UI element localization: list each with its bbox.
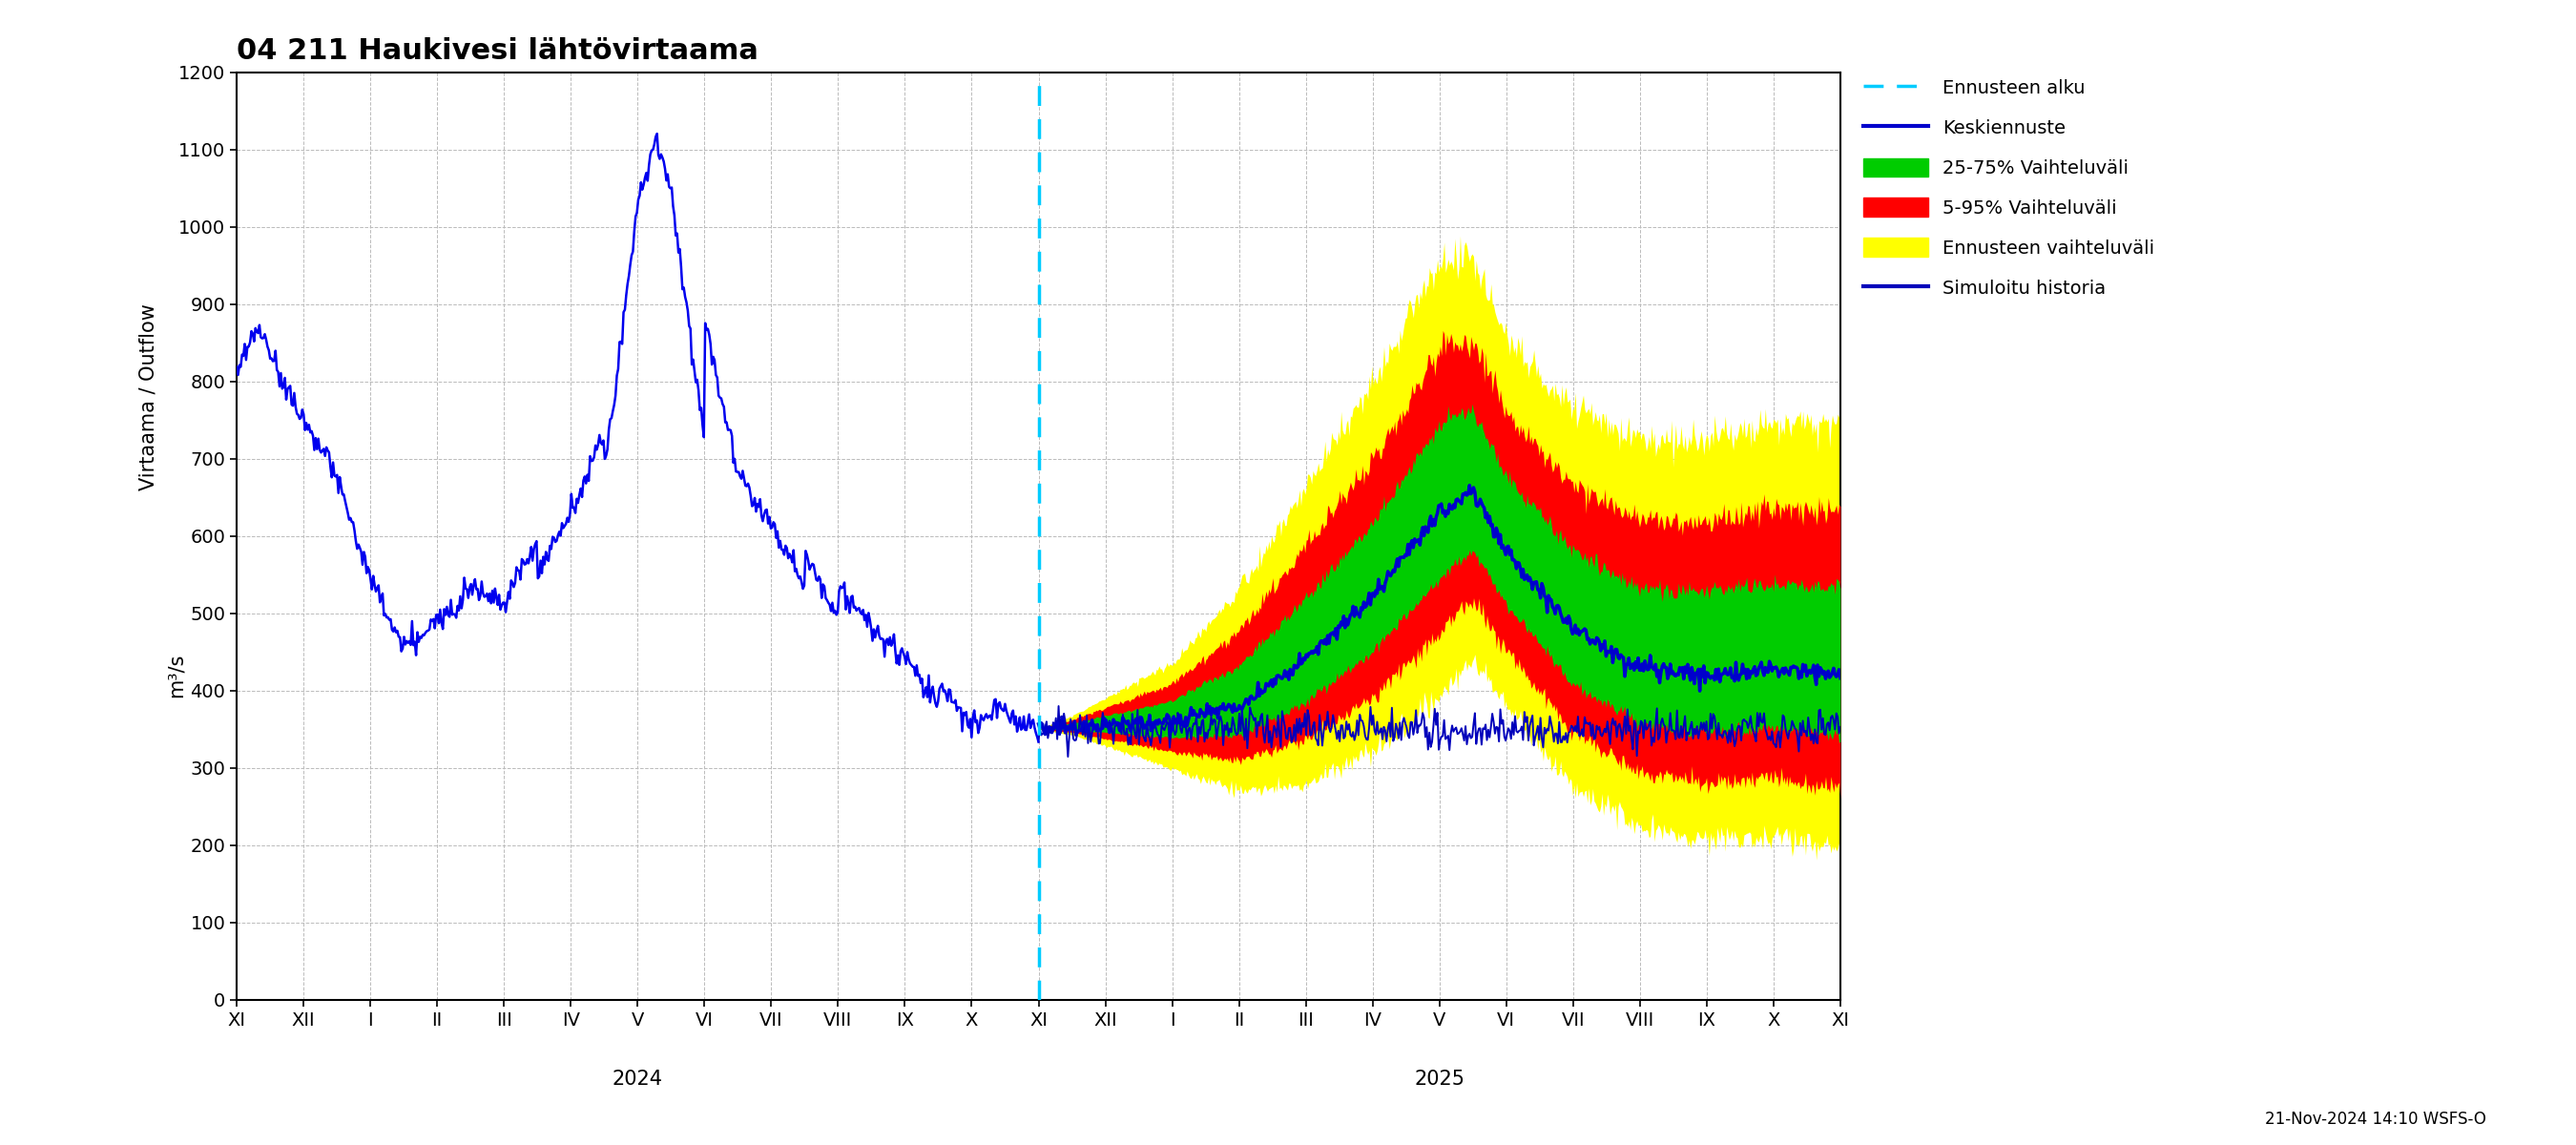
Text: 2024: 2024	[613, 1069, 662, 1088]
Text: 21-Nov-2024 14:10 WSFS-O: 21-Nov-2024 14:10 WSFS-O	[2264, 1111, 2486, 1128]
Legend: Ennusteen alku, Keskiennuste, 25-75% Vaihteluväli, 5-95% Vaihteluväli, Ennusteen: Ennusteen alku, Keskiennuste, 25-75% Vai…	[1857, 72, 2161, 303]
Text: 04 211 Haukivesi lähtövirtaama: 04 211 Haukivesi lähtövirtaama	[237, 37, 757, 65]
Text: m³/s: m³/s	[167, 653, 185, 697]
Text: 2025: 2025	[1414, 1069, 1466, 1088]
Text: Virtaama / Outflow: Virtaama / Outflow	[139, 303, 157, 490]
